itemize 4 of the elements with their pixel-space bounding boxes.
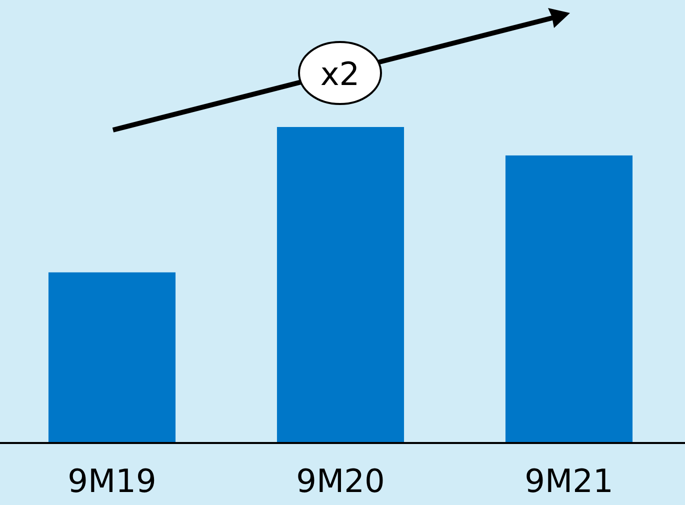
- x-tick-label: 9M21: [524, 462, 614, 500]
- text: x2: [320, 55, 360, 93]
- x-tick-label: 9M20: [296, 462, 385, 500]
- x-tick-label: 9M19: [68, 462, 156, 500]
